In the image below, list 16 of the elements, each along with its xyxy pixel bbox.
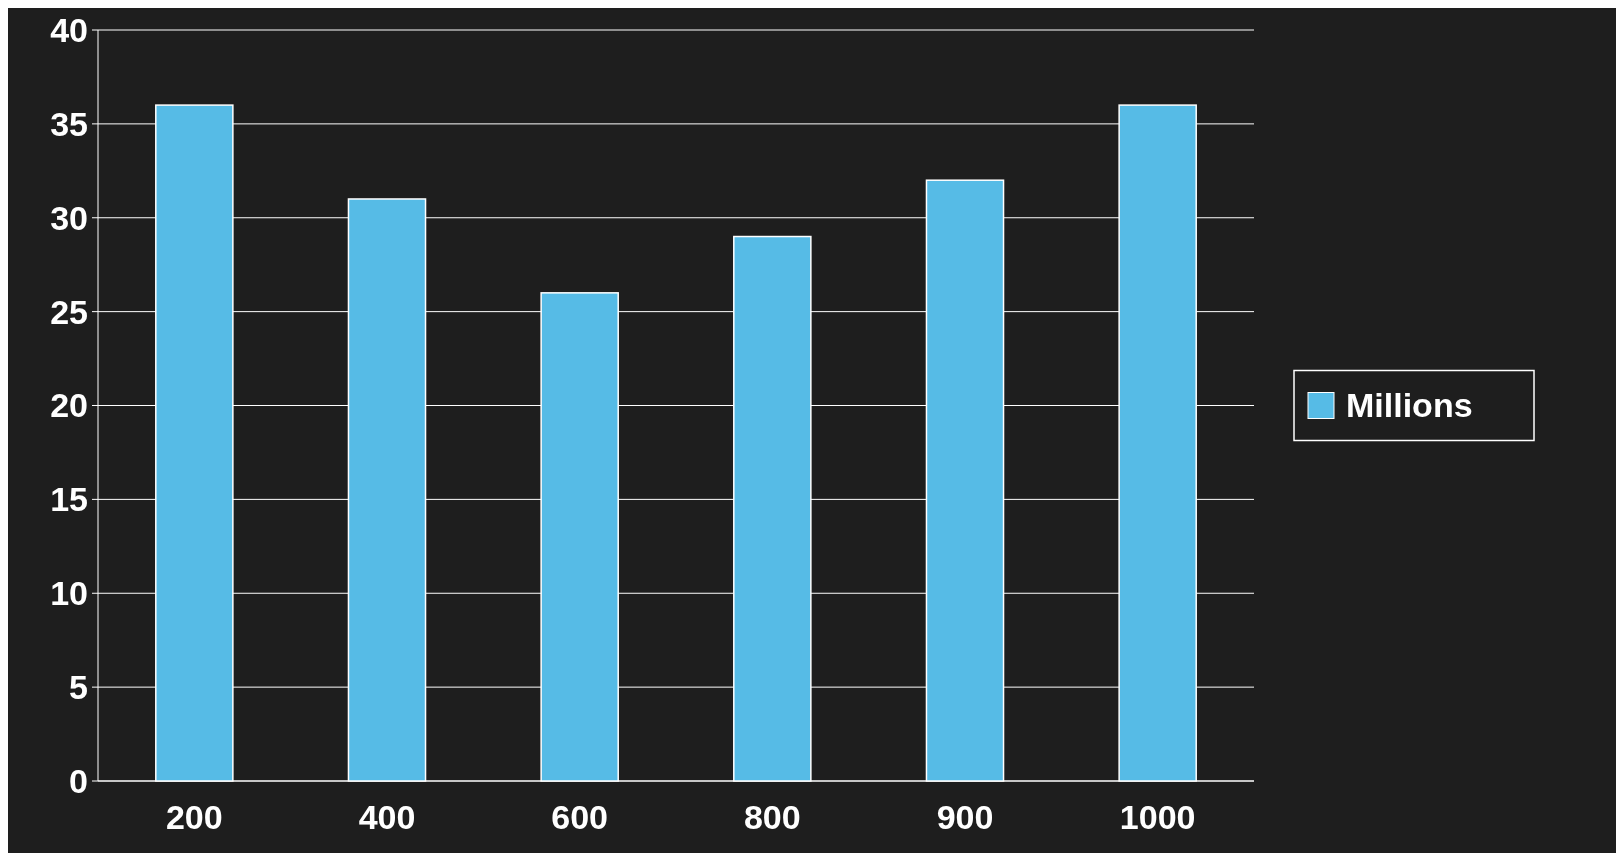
x-tick-label: 1000 [1119,798,1196,836]
y-tick-label: 35 [50,104,88,143]
legend-label: Millions [1346,386,1473,425]
y-tick-label: 30 [50,198,88,237]
y-tick-label: 15 [50,480,88,519]
x-tick-label: 800 [743,798,801,836]
y-tick-label: 10 [50,574,88,613]
x-tick-label: 600 [551,798,609,836]
y-tick-label: 20 [50,386,88,425]
x-tick-label: 400 [358,798,416,836]
x-tick-label: 900 [936,798,994,836]
y-tick-label: 5 [69,668,88,707]
x-tick-label: 200 [165,798,223,836]
y-tick-label: 40 [50,10,88,49]
y-tick-label: 25 [50,292,88,331]
y-tick-label: 0 [69,761,88,800]
